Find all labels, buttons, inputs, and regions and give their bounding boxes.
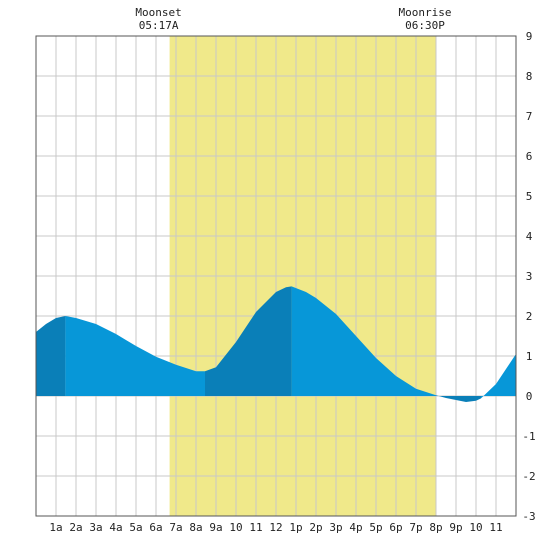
tide-area-segment	[205, 286, 292, 396]
tide-area-segment	[36, 316, 66, 396]
labels-layer: 1a 2a 3a 4a 5a 6a 7a 8a 9a 10 11 12 1p 2p 3p 4p 5p 6p 7p 8p…	[49, 6, 535, 534]
x-tick-label: 1a	[49, 521, 62, 534]
x-tick-label: 3a	[89, 521, 102, 534]
tide-area-segment	[65, 316, 206, 396]
x-tick-label: 3p	[329, 521, 342, 534]
x-tick-label: 6p	[389, 521, 402, 534]
y-tick-label: 6	[526, 150, 533, 163]
x-tick-label: 1p	[289, 521, 302, 534]
x-tick-label: 7a	[169, 521, 182, 534]
x-tick-label: 11	[249, 521, 262, 534]
annotation-event-label: Moonset	[135, 6, 181, 19]
y-tick-label: 8	[526, 70, 533, 83]
y-tick-label: 5	[526, 190, 533, 203]
x-tick-label: 5p	[369, 521, 382, 534]
tide-area-layer	[36, 286, 516, 402]
x-tick-label: 6a	[149, 521, 162, 534]
y-tick-label: 2	[526, 310, 533, 323]
x-tick-label: 2a	[69, 521, 82, 534]
x-tick-label: 4p	[349, 521, 362, 534]
y-tick-label: 9	[526, 30, 533, 43]
y-tick-label: 3	[526, 270, 533, 283]
y-tick-label: 4	[526, 230, 533, 243]
x-tick-label: 2p	[309, 521, 322, 534]
annotation-time-label: 05:17A	[139, 19, 179, 32]
tide-area-segment	[481, 354, 516, 399]
x-tick-label: 11	[489, 521, 502, 534]
tide-area-segment	[436, 395, 481, 402]
x-tick-label: 8p	[429, 521, 442, 534]
plot-frame	[35, 35, 517, 517]
y-tick-label: -2	[522, 470, 535, 483]
y-tick-label: 0	[526, 390, 533, 403]
x-tick-label: 5a	[129, 521, 142, 534]
x-tick-label: 10	[469, 521, 482, 534]
x-tick-label: 9p	[449, 521, 462, 534]
plot-frame-layer	[35, 35, 517, 517]
y-tick-label: -1	[522, 430, 535, 443]
tide-area-segment	[291, 286, 436, 396]
y-tick-label: -3	[522, 510, 535, 523]
x-tick-label: 9a	[209, 521, 222, 534]
annotation-event-label: Moonrise	[399, 6, 452, 19]
y-tick-label: 1	[526, 350, 533, 363]
x-tick-label: 10	[229, 521, 242, 534]
grid-layer	[36, 36, 516, 516]
y-tick-label: 7	[526, 110, 533, 123]
x-tick-label: 4a	[109, 521, 122, 534]
x-tick-label: 12	[269, 521, 282, 534]
x-tick-label: 7p	[409, 521, 422, 534]
annotation-time-label: 06:30P	[405, 19, 445, 32]
x-tick-label: 8a	[189, 521, 202, 534]
